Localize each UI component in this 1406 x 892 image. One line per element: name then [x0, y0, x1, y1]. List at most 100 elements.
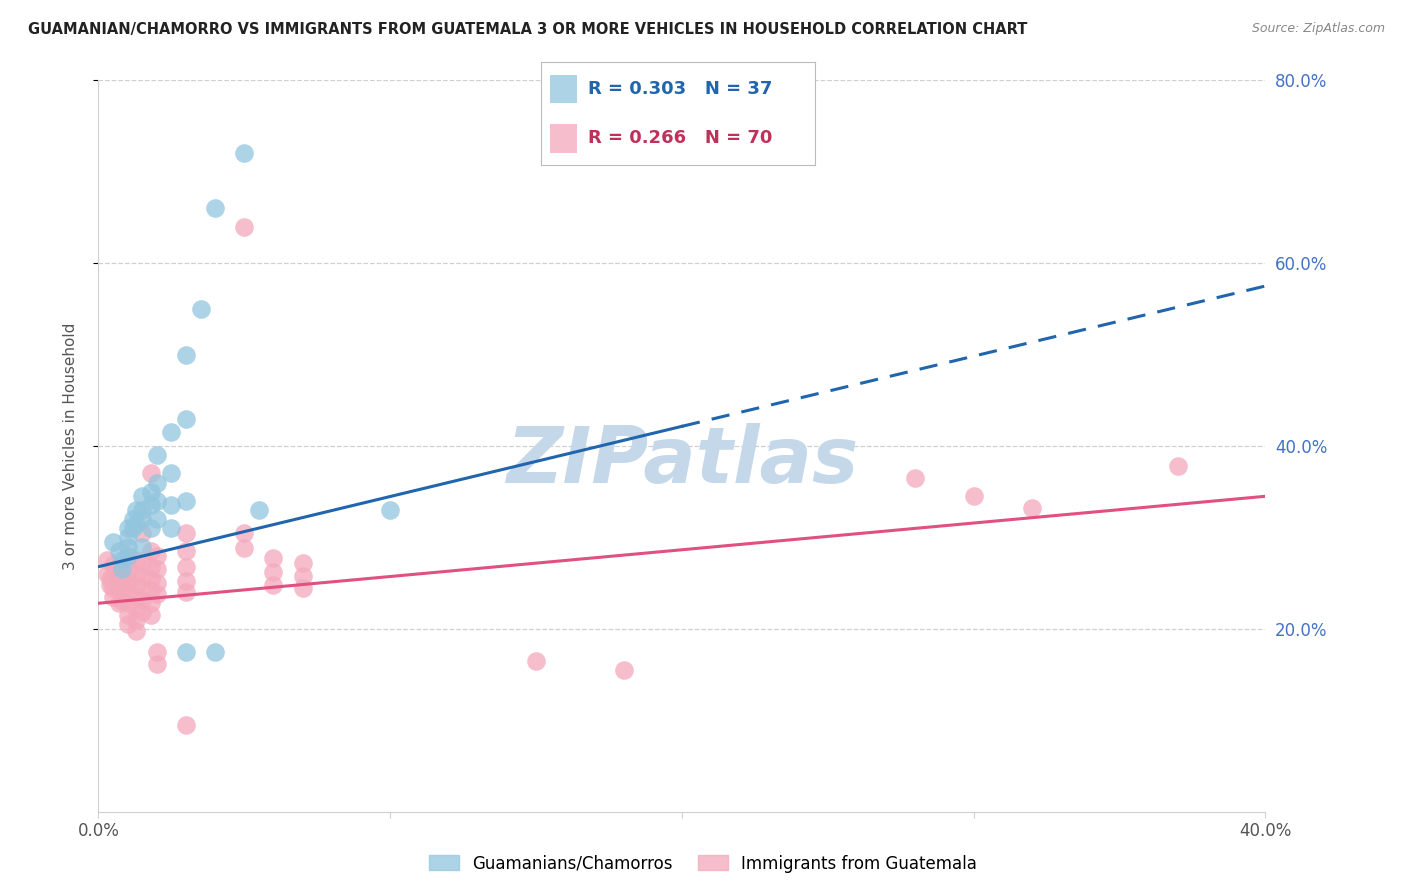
Point: [612, 663, 634, 677]
Point: [117, 549, 139, 563]
Point: [139, 572, 162, 586]
Point: [174, 411, 197, 425]
Point: [139, 583, 162, 598]
Point: [160, 499, 183, 513]
Point: [146, 475, 169, 490]
Point: [125, 567, 148, 582]
Point: [125, 613, 148, 627]
Y-axis label: 3 or more Vehicles in Household: 3 or more Vehicles in Household: [63, 322, 77, 570]
Point: [146, 562, 169, 576]
Point: [111, 553, 134, 567]
Point: [131, 592, 153, 607]
Point: [160, 425, 183, 440]
Point: [96, 553, 118, 567]
Point: [125, 503, 148, 517]
Text: GUAMANIAN/CHAMORRO VS IMMIGRANTS FROM GUATEMALA 3 OR MORE VEHICLES IN HOUSEHOLD : GUAMANIAN/CHAMORRO VS IMMIGRANTS FROM GU…: [28, 22, 1028, 37]
Point: [139, 544, 162, 558]
Point: [204, 645, 226, 659]
Point: [378, 503, 402, 517]
Text: ZIPatlas: ZIPatlas: [506, 423, 858, 499]
Point: [122, 512, 145, 526]
Point: [111, 562, 134, 576]
Point: [122, 521, 145, 535]
Point: [108, 559, 131, 574]
Point: [117, 608, 139, 623]
Point: [131, 569, 153, 583]
Point: [131, 606, 153, 620]
Point: [101, 569, 124, 583]
Point: [233, 541, 256, 556]
Point: [139, 559, 162, 574]
Point: [125, 516, 148, 531]
Point: [291, 569, 314, 583]
Point: [146, 657, 169, 671]
Point: [962, 489, 984, 503]
Point: [101, 558, 124, 572]
Point: [108, 572, 131, 586]
Point: [139, 499, 162, 513]
Bar: [550, 124, 576, 153]
Point: [262, 565, 284, 579]
Point: [174, 574, 197, 589]
Point: [117, 549, 139, 563]
Point: [125, 624, 148, 638]
Point: [146, 576, 169, 591]
Point: [131, 556, 153, 570]
Point: [233, 146, 256, 161]
Point: [139, 484, 162, 499]
Point: [160, 521, 183, 535]
Point: [904, 471, 927, 485]
Point: [1021, 501, 1043, 516]
Point: [146, 645, 169, 659]
Point: [524, 654, 547, 668]
Point: [117, 585, 139, 599]
Point: [108, 596, 131, 610]
Point: [139, 521, 162, 535]
Point: [117, 574, 139, 589]
Text: R = 0.303   N = 37: R = 0.303 N = 37: [588, 80, 772, 98]
Point: [146, 587, 169, 601]
Point: [262, 550, 284, 565]
Point: [146, 549, 169, 563]
Point: [233, 219, 256, 234]
Point: [108, 544, 131, 558]
Point: [125, 590, 148, 604]
Point: [174, 525, 197, 540]
Point: [117, 530, 139, 544]
Point: [111, 562, 134, 576]
Point: [139, 596, 162, 610]
Point: [204, 202, 226, 216]
Point: [111, 572, 134, 586]
Point: [174, 718, 197, 732]
Point: [101, 590, 124, 604]
Point: [291, 556, 314, 570]
Point: [262, 578, 284, 592]
Text: R = 0.266   N = 70: R = 0.266 N = 70: [588, 129, 772, 147]
Point: [1167, 459, 1189, 474]
Point: [146, 493, 169, 508]
Point: [160, 467, 183, 481]
Point: [174, 348, 197, 362]
Point: [125, 553, 148, 567]
Point: [131, 540, 153, 554]
Point: [117, 540, 139, 554]
Point: [117, 562, 139, 576]
Point: [131, 581, 153, 595]
Point: [190, 301, 212, 316]
Point: [101, 581, 124, 595]
Point: [131, 512, 153, 526]
Point: [131, 489, 153, 503]
Point: [174, 645, 197, 659]
Point: [146, 512, 169, 526]
Point: [111, 581, 134, 595]
Point: [117, 596, 139, 610]
Point: [125, 601, 148, 615]
Point: [131, 525, 153, 540]
Bar: [550, 75, 576, 103]
Point: [174, 544, 197, 558]
Point: [247, 503, 270, 517]
Point: [131, 503, 153, 517]
Point: [139, 467, 162, 481]
Point: [117, 521, 139, 535]
Point: [233, 525, 256, 540]
